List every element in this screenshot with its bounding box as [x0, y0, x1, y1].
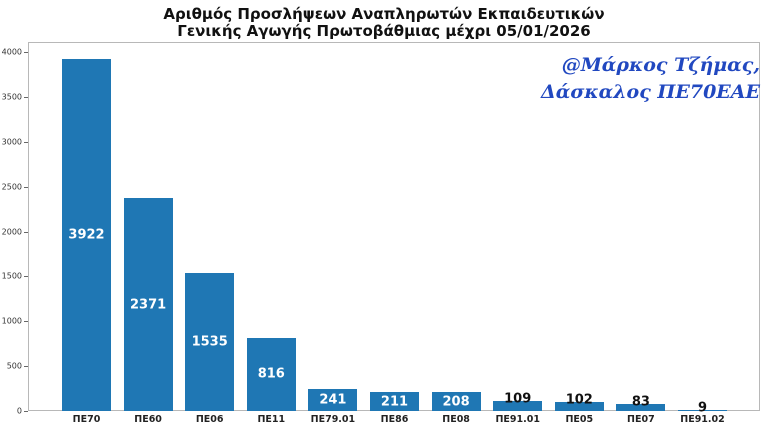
y-tick-mark: [24, 276, 28, 278]
x-tick-label: ΠΕ91.01: [495, 414, 540, 425]
x-tick-label: ΠΕ79.01: [310, 414, 356, 425]
y-tick-label: 3000: [1, 137, 22, 147]
bar: 9: [678, 401, 727, 416]
y-tick-label: 0: [16, 406, 22, 416]
bar: 109: [493, 392, 543, 411]
bar-value-label: 83: [631, 394, 650, 410]
bar-value-label: 241: [319, 392, 347, 408]
bar-value-label: 816: [257, 366, 285, 382]
author-watermark: @Μάρκος Τζήμας, Δάσκαλος ΠΕ70ΕΑΕ: [541, 52, 760, 106]
x-tick-label: ΠΕ05: [565, 414, 594, 425]
x-tick-label: ΠΕ91.02: [680, 414, 725, 425]
x-tick-label: ΠΕ86: [380, 414, 409, 425]
bar-value-label: 208: [442, 394, 470, 410]
y-tick-label: 2000: [1, 227, 22, 236]
y-tick-label: 2500: [1, 182, 22, 192]
chart-title: Αριθμός Προσλήψεων Αναπληρωτών Εκπαιδευτ…: [0, 6, 768, 40]
x-tick-label: ΠΕ70: [72, 414, 101, 425]
bar: 241: [308, 389, 358, 411]
bar: 1535: [185, 273, 235, 411]
y-tick-label: 1500: [1, 271, 22, 281]
bar: 83: [616, 394, 666, 411]
bar-value-label: 3922: [68, 227, 105, 243]
y-tick-label: 3500: [1, 92, 22, 102]
bar: 816: [246, 337, 296, 411]
y-tick-mark: [24, 52, 28, 53]
chart-title-line1: Αριθμός Προσλήψεων Αναπληρωτών Εκπαιδευτ…: [163, 5, 605, 23]
bar-value-label: 102: [565, 392, 593, 408]
y-tick-mark: [24, 366, 28, 368]
x-tick-label: ΠΕ07: [627, 414, 655, 425]
x-tick-label: ΠΕ08: [442, 414, 470, 425]
y-tick-mark: [24, 321, 28, 323]
bar-value-label: 1535: [191, 334, 228, 350]
y-tick-mark: [24, 411, 28, 412]
y-tick-label: 500: [6, 361, 22, 371]
bar-value-label: 9: [697, 400, 708, 416]
x-tick-label: ΠΕ06: [195, 414, 224, 425]
watermark-line1: @Μάρκος Τζήμας,: [561, 54, 760, 76]
y-tick-mark: [24, 186, 28, 188]
bar: 102: [554, 392, 604, 411]
y-tick-label: 4000: [1, 47, 22, 57]
watermark-line2: Δάσκαλος ΠΕ70ΕΑΕ: [541, 81, 760, 103]
y-tick-mark: [24, 96, 28, 98]
x-tick-label: ΠΕ11: [257, 414, 286, 425]
bar-value-label: 109: [504, 391, 532, 407]
x-tick-label: ΠΕ60: [134, 414, 162, 425]
y-tick-label: 1000: [1, 316, 22, 326]
bar: 3922: [62, 59, 111, 411]
bar-value-label: 2371: [130, 297, 167, 313]
chart-title-line2: Γενικής Αγωγής Πρωτοβάθμιας μέχρι 05/01/…: [177, 22, 591, 40]
y-tick-mark: [24, 231, 28, 233]
bar: 211: [370, 392, 419, 411]
y-tick-mark: [24, 141, 28, 143]
bar: 208: [431, 392, 481, 411]
bar-value-label: 211: [380, 394, 409, 410]
bar: 2371: [123, 198, 173, 411]
